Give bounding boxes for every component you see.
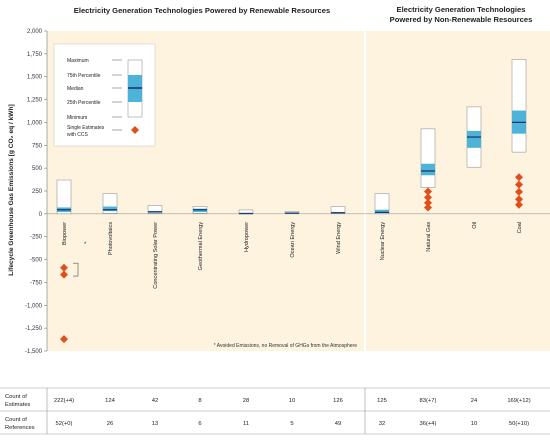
legend-p25-label: 25th Percentile [67,100,101,106]
avoided-emissions-bracket [73,262,79,277]
y-tick-label: 750 [32,143,43,149]
estimate-count-cell: 83(+7) [420,398,437,404]
ccs-marker-coal [515,195,523,204]
iqr-box-nuclear-energy [375,209,389,214]
y-tick-label: 1,000 [27,120,43,126]
estimate-count-cell: 222(+4) [54,398,74,404]
reference-count-cell: 13 [152,421,158,427]
footnote: * Avoided Emissions, no Removal of GHGs … [214,343,358,349]
nonrenewable-panel-title-line2: Powered by Non-Renewable Resources [390,15,533,24]
category-label-coal: Coal [517,222,523,234]
category-label-concentrating-solar-power: Concentrating Solar Power [153,222,159,289]
estimate-count-cell: 28 [243,398,249,404]
category-label-geothermal-energy: Geothermal Energy [198,222,204,271]
category-label-biopower: Biopower [62,222,68,245]
y-tick-label: -1,000 [25,303,43,309]
legend-p75-label: 75th Percentile [67,73,101,79]
estimate-count-cell: 125 [377,398,387,404]
y-tick-label: 1,500 [27,75,43,81]
y-tick-label: 1,250 [27,98,43,104]
reference-count-cell: 11 [243,421,249,427]
legend-ccs-label-line1: Single Estimates [67,125,105,131]
y-tick-label: 0 [39,212,43,218]
box-plot-series: Biopower Photovoltaics Concentrating Solar… [56,59,527,344]
nonrenewable-panel-title-line1: Electricity Generation Technologies [397,5,526,14]
iqr-box-photovoltaics [103,206,117,212]
reference-count-cell: 5 [290,421,293,427]
y-tick-label: -1,500 [25,349,43,355]
estimate-count-cell: 124 [105,398,115,404]
reference-count-cell: 10 [471,421,477,427]
estimate-count-cell: 169(+12) [507,398,530,404]
estimate-count-cell: 24 [471,398,478,404]
category-label-oil: Oil [472,222,478,229]
category-label-hydropower: Hydropower [244,222,250,252]
renewable-panel-title: Electricity Generation Technologies Powe… [74,6,330,15]
y-tick-label: -1,250 [25,326,43,332]
avoided-emissions-asterisk: * [84,242,87,248]
ccs-marker-coal [515,200,523,209]
table-row-label-references-line2: References [5,425,35,431]
reference-count-cell: 6 [198,421,201,427]
legend-median-label: Median [67,86,84,92]
ccs-marker-biopower [60,270,68,279]
ccs-marker-biopower [60,263,68,272]
y-axis-label: Lifecycle Greenhouse Gas Emissions [g CO… [8,104,15,275]
table-row-label-estimates-line2: Estimates [5,402,31,408]
category-label-photovoltaics: Photovoltaics [108,222,114,255]
ccs-marker-natural-gas [424,187,432,196]
range-box-concentrating-solar-power [147,205,163,214]
estimate-count-cell: 8 [198,398,201,404]
y-tick-label: -750 [30,280,43,286]
legend-minimum-label: Minimum [67,115,87,121]
reference-count-cell: 32 [379,421,385,427]
ccs-marker-coal [515,187,523,196]
y-tick-label: 500 [32,166,43,172]
y-tick-label: 1,750 [27,52,43,58]
legend-ccs-marker [131,126,139,134]
table-row-label-references-line1: Count of [5,417,27,423]
iqr-box-oil [467,130,481,148]
table-row-label-estimates-line1: Count of [5,394,27,400]
estimate-count-cell: 10 [289,398,295,404]
reference-count-cell: 52(+0) [56,421,73,427]
reference-count-cell: 26 [107,421,113,427]
range-box-coal [511,59,527,153]
y-tick-label: 250 [32,189,43,195]
legend: Maximum 75th Percentile Median 25th Perc… [53,43,156,147]
category-label-nuclear-energy: Nuclear Energy [380,222,386,261]
ccs-marker-natural-gas [424,198,432,207]
y-tick-label: -250 [30,235,43,241]
counts-table: Count of Estimates Count of References 2… [0,387,550,435]
reference-count-cell: 50(+10) [509,421,529,427]
ccs-marker-coal [515,180,523,189]
estimate-count-cell: 42 [152,398,158,404]
category-label-ocean-energy: Ocean Energy [290,222,296,258]
y-tick-label: -500 [30,258,43,264]
reference-count-cell: 36(+4) [420,421,437,427]
category-label-wind-energy: Wind Energy [336,222,342,254]
y-tick-label: 2,000 [27,29,43,35]
bracket-path [73,262,79,277]
range-box-wind-energy [330,206,346,214]
estimate-count-cell: 126 [333,398,343,404]
ccs-marker-biopower [60,335,68,344]
range-box-biopower [56,179,72,215]
ccs-marker-natural-gas [424,203,432,212]
range-box-natural-gas [420,128,436,188]
range-box-nuclear-energy [374,193,390,215]
legend-ccs-label-line2: with CCS [67,132,89,138]
legend-maximum-label: Maximum [67,58,89,64]
category-label-natural-gas: Natural Gas [426,222,432,252]
iqr-box-natural-gas [421,163,435,176]
ccs-marker-coal [515,173,523,182]
reference-count-cell: 49 [335,421,341,427]
ccs-marker-natural-gas [424,193,432,202]
